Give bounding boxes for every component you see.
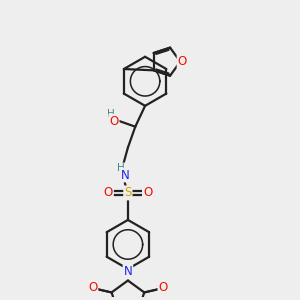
Text: O: O (158, 281, 168, 294)
Text: O: O (109, 115, 119, 128)
Text: H: H (117, 164, 124, 173)
Text: O: O (88, 281, 97, 294)
Text: N: N (124, 266, 132, 278)
Text: S: S (124, 186, 132, 200)
Text: H: H (107, 109, 115, 119)
Text: O: O (143, 186, 152, 200)
Text: N: N (121, 169, 130, 182)
Text: O: O (178, 55, 187, 68)
Text: O: O (104, 186, 113, 200)
